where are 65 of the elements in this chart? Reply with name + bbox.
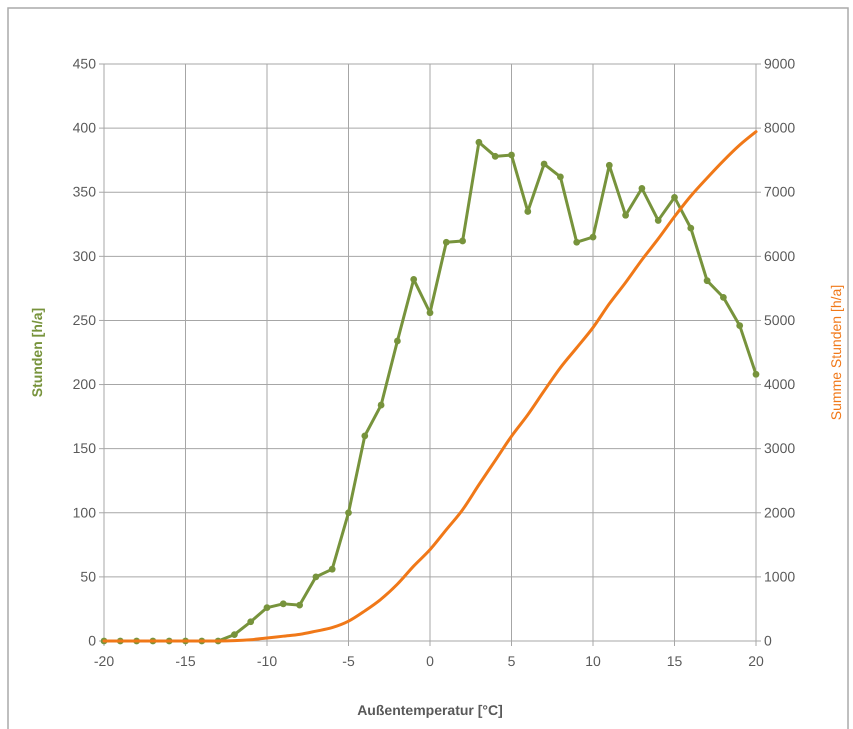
y-tick-label: 150 xyxy=(72,440,96,456)
point xyxy=(264,604,270,612)
point xyxy=(606,162,613,169)
point xyxy=(328,566,336,573)
y2-tick-label: 3000 xyxy=(764,440,796,456)
y-tick-label: 0 xyxy=(88,632,96,648)
y2-tick-label: 5000 xyxy=(764,312,796,328)
x-tick-label: -10 xyxy=(256,652,278,669)
y2-tick-label: 2000 xyxy=(764,504,796,520)
x-tick-label: 20 xyxy=(748,652,764,669)
y-tick-label: 450 xyxy=(72,55,96,72)
y-tick-label: 300 xyxy=(72,248,96,264)
point xyxy=(622,212,629,219)
y-axis-title: Stunden [h/a] xyxy=(29,308,45,398)
point xyxy=(687,224,694,232)
point xyxy=(752,370,760,378)
x-tick-label: -20 xyxy=(94,652,114,669)
y-tick-label: 200 xyxy=(72,376,96,392)
x-axis-title: Außentemperatur [°C] xyxy=(357,702,503,718)
point xyxy=(231,631,238,638)
x-tick-label: 0 xyxy=(426,652,434,669)
point xyxy=(394,338,401,344)
y2-tick-label: 9000 xyxy=(764,55,796,72)
point xyxy=(378,402,384,408)
point xyxy=(459,238,466,244)
point xyxy=(720,294,727,301)
y2-tick-label: 6000 xyxy=(764,248,796,264)
point xyxy=(573,238,580,246)
y-tick-label: 100 xyxy=(72,504,96,520)
x-tick-label: 15 xyxy=(666,652,682,669)
y2-tick-label: 0 xyxy=(764,632,772,648)
y-tick-label: 50 xyxy=(80,568,96,584)
y2-tick-label: 4000 xyxy=(764,376,796,392)
point xyxy=(312,574,320,580)
point xyxy=(361,432,368,440)
point xyxy=(410,276,418,283)
x-tick-label: -5 xyxy=(342,652,355,669)
point xyxy=(736,322,744,329)
point xyxy=(638,184,646,192)
point xyxy=(508,152,515,158)
y2-tick-label: 1000 xyxy=(764,568,796,584)
point xyxy=(557,173,564,180)
point xyxy=(654,217,662,224)
y2-tick-label: 7000 xyxy=(764,184,796,200)
y-tick-label: 400 xyxy=(72,120,96,136)
x-tick-label: -15 xyxy=(175,652,196,669)
point xyxy=(442,238,450,246)
point xyxy=(345,509,352,516)
point xyxy=(492,152,499,160)
point xyxy=(426,309,434,316)
x-tick-label: 10 xyxy=(585,652,601,669)
y-tick-label: 350 xyxy=(72,184,96,200)
point xyxy=(476,138,482,146)
point xyxy=(540,160,548,168)
point xyxy=(524,208,532,215)
x-tick-label: 5 xyxy=(508,652,516,669)
point xyxy=(671,194,678,201)
point xyxy=(296,602,303,608)
point xyxy=(280,600,287,608)
y2-tick-label: 8000 xyxy=(764,120,796,136)
point xyxy=(247,618,254,626)
y2-axis-title: Summe Stunden [h/a] xyxy=(828,284,844,420)
point xyxy=(704,277,710,284)
point xyxy=(590,234,596,240)
y-tick-label: 250 xyxy=(72,312,96,328)
